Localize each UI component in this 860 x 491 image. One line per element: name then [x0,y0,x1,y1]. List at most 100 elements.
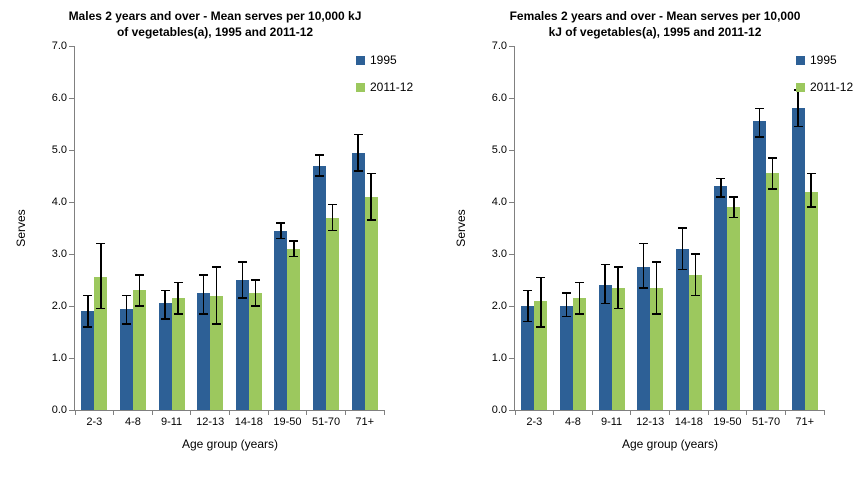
error-bar-cap-top [755,107,765,110]
x-tick-label: 4-8 [564,416,581,428]
error-bar-cap-bottom [134,305,144,307]
bar-1995-19-50 [714,186,728,410]
error-bar-cap-top [600,263,610,266]
legend-label-2011-12: 2011-12 [810,80,854,94]
x-tick-label: 12-13 [636,416,665,428]
x-tick [151,410,153,415]
bar-2011-12-19-50 [287,248,301,410]
y-axis-line [514,46,515,411]
legend-swatch-2011-12-icon [796,83,805,92]
y-tick [69,253,74,255]
x-tick-label: 12-13 [196,416,225,428]
error-bar-line [87,295,89,327]
legend-item-2011-12: 2011-12 [356,81,430,94]
error-bar-cap-top [160,289,170,292]
error-bar-cap-top [806,172,816,175]
x-tick-label: 14-18 [234,416,263,428]
bar-1995-4-8 [119,308,133,410]
legend-label-2011-12: 2011-12 [370,80,414,94]
x-tick [784,410,786,415]
error-bar-cap-bottom [289,255,299,258]
x-tick [229,410,230,415]
x-tick [306,410,308,415]
x-tick [74,410,76,415]
y-tick-label: 3.0 [51,248,67,260]
bar-2011-12-12-13 [650,287,664,410]
error-bar-line [655,261,658,314]
y-tick-label: 5.0 [491,144,507,156]
bar-1995-14-18 [675,248,689,410]
error-bar-cap-top [677,227,687,229]
error-bar-line [370,173,372,221]
chart-title-line1: Males 2 years and over - Mean serves per… [68,9,362,23]
error-bar-cap-top [574,281,584,284]
y-tick [69,97,74,99]
error-bar-cap-bottom [212,323,222,325]
error-bar-line [125,295,128,325]
error-bar-cap-bottom [574,313,584,315]
x-tick [514,410,516,415]
legend-item-1995: 1995 [796,54,860,67]
error-bar-cap-top [289,240,299,242]
legend-item-1995: 1995 [356,54,430,67]
error-bar-line [694,254,697,296]
y-tick [509,97,514,99]
plot-area: 0.0 1.0 2.0 3.0 4.0 5.0 6.0 7.0 2-3 4-8 9-11 12-13 1… [52,40,385,428]
y-tick-label: 3.0 [491,248,507,260]
y-tick [69,409,74,411]
y-tick-label: 6.0 [51,92,67,104]
y-tick-label: 4.0 [491,196,507,208]
error-bar-cap-bottom [96,307,106,310]
error-bar-cap-bottom [199,313,209,315]
error-bar-cap-bottom [328,229,338,232]
y-tick [509,409,514,411]
bar-2011-12-14-18 [248,293,262,410]
chart-title-females: Females 2 years and over - Mean serves p… [455,8,855,40]
y-tick [69,45,74,47]
error-bar-cap-top [639,242,649,245]
error-bar-cap-bottom [276,237,286,240]
error-bar-cap-bottom [237,297,247,299]
error-bar-cap-top [83,294,93,297]
error-bar-cap-bottom [353,170,363,172]
x-tick-label: 71+ [355,416,375,428]
legend: 1995 2011-12 [796,54,860,108]
bar-1995-14-18 [235,280,249,410]
y-tick-label: 0.0 [51,404,67,416]
error-bar-cap-bottom [677,268,687,271]
bar-2011-12-2-3 [534,300,548,410]
error-bar-line [604,264,606,304]
error-bar-cap-top [212,266,222,268]
y-tick [69,357,74,359]
error-bar-cap-top [652,261,662,263]
legend: 1995 2011-12 [356,54,430,108]
error-bar-cap-bottom [121,323,131,325]
x-tick-label: 9-11 [600,416,623,428]
error-bar-cap-bottom [690,294,700,297]
error-bar-line [280,222,282,239]
y-tick-label: 2.0 [491,300,507,312]
chart-females: Females 2 years and over - Mean serves p… [440,0,860,491]
error-bar-cap-top [768,157,778,159]
error-bar-line [771,157,774,189]
y-tick [509,45,514,47]
x-tick [823,410,825,415]
x-tick-label: 51-70 [751,416,781,428]
error-bar-cap-top [523,289,533,292]
error-bar-cap-top [366,172,376,175]
error-bar-cap-top [96,242,106,245]
x-tick-label: 9-11 [160,416,183,428]
error-bar-line [758,108,761,137]
bar-2011-12-71+ [364,196,378,410]
chart-title-line2: kJ of vegetables(a), 1995 and 2011-12 [548,25,762,39]
x-tick-label: 2-3 [526,416,543,428]
legend-swatch-1995-icon [356,56,365,65]
error-bar-line [357,134,359,171]
x-tick-label: 4-8 [124,416,141,428]
error-bar-line [527,290,529,322]
y-tick-label: 4.0 [51,196,67,208]
error-bar-line [540,277,542,327]
error-bar-cap-top [173,281,183,284]
error-bar-line [202,274,205,314]
x-tick-label: 71+ [795,416,815,428]
